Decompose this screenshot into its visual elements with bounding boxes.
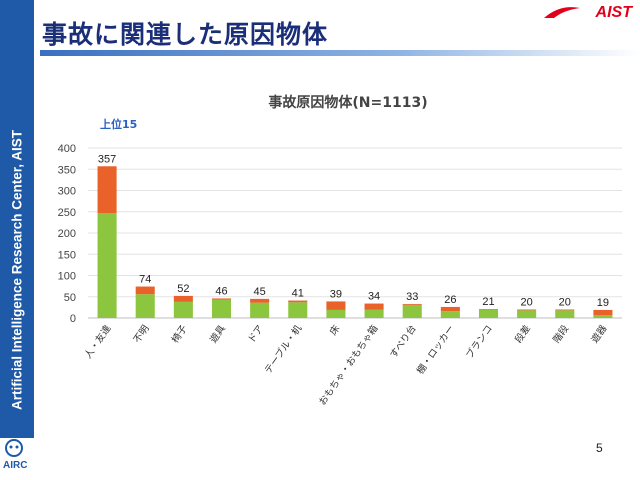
x-tick-label: おもちゃ・おもちゃ箱 [316, 323, 380, 408]
bar-segment-green [555, 310, 575, 318]
y-tick-label: 400 [58, 143, 76, 155]
data-label: 45 [254, 286, 266, 298]
aist-logo [542, 2, 632, 24]
data-label: 21 [482, 296, 494, 308]
x-tick-label: 階段 [551, 322, 572, 345]
x-tick-label: ドア [246, 323, 266, 345]
data-label: 357 [98, 153, 116, 165]
data-label: 34 [368, 291, 380, 303]
bar-segment-orange [250, 298, 270, 303]
y-tick-label: 350 [58, 164, 76, 176]
data-label: 46 [215, 285, 227, 297]
bar-segment-green [135, 294, 155, 318]
bar-segment-orange [364, 303, 384, 310]
page-number: 5 [596, 441, 603, 455]
x-tick-label: すべり台 [387, 323, 418, 360]
y-tick-label: 300 [58, 186, 76, 198]
data-label: 20 [559, 297, 571, 309]
bar-segment-green [250, 302, 270, 318]
bar-segment-green [593, 315, 613, 318]
bar-segment-green [173, 301, 193, 318]
bar-segment-green [364, 309, 384, 318]
title-underline [40, 50, 640, 56]
bar-segment-green [288, 302, 308, 318]
x-tick-label: 床 [327, 322, 343, 337]
bar-segment-orange [326, 301, 346, 310]
data-label: 74 [139, 274, 151, 286]
data-label: 39 [330, 288, 342, 300]
y-tick-label: 250 [58, 207, 76, 219]
bar-segment-green [211, 299, 232, 318]
x-tick-label: 人・友達 [82, 322, 114, 360]
bar-segment-orange [211, 298, 232, 300]
bar-segment-green [440, 311, 460, 318]
airc-logo: AIRC [0, 438, 34, 480]
data-label: 41 [292, 288, 304, 300]
x-tick-label: 遊器 [589, 322, 610, 345]
x-tick-label: テーブル・机 [262, 322, 304, 376]
bar-segment-orange [555, 309, 575, 311]
x-tick-label: 段差 [512, 323, 533, 345]
bar-segment-green [326, 309, 346, 318]
bar-segment-green [97, 213, 117, 318]
y-tick-label: 0 [70, 313, 76, 325]
bar-segment-green [517, 310, 537, 318]
y-tick-label: 50 [64, 292, 76, 304]
bar-segment-orange [440, 306, 460, 312]
x-tick-label: 遊具 [207, 322, 228, 345]
bar-segment-green [402, 304, 422, 318]
data-label: 20 [521, 297, 533, 309]
bar-segment-orange [97, 166, 117, 214]
data-label: 19 [597, 297, 609, 309]
bar-segment-orange [288, 300, 308, 303]
y-tick-label: 100 [58, 271, 76, 283]
top15-label: 上位15 [100, 118, 138, 131]
bar-segment-orange [173, 295, 193, 302]
data-label: 33 [406, 291, 418, 303]
x-tick-label: ブランコ [463, 323, 495, 361]
airc-logo-text: AIRC [3, 460, 28, 471]
slide-title: 事故に関連した原因物体 [42, 20, 329, 49]
bar-segment-orange [517, 309, 537, 311]
aist-swoosh-icon [544, 7, 580, 18]
data-label: 26 [444, 294, 456, 306]
y-tick-label: 200 [58, 228, 76, 240]
bar-segment-orange [135, 286, 155, 295]
sidebar-band: Artificial Intelligence Research Center,… [0, 0, 34, 480]
bar-segment-orange [593, 309, 613, 316]
x-tick-label: 椅子 [169, 322, 190, 345]
y-tick-label: 150 [58, 249, 76, 261]
x-tick-label: 棚・ロッカー [414, 323, 457, 377]
bar-segment-orange [402, 303, 422, 305]
aist-logo-text: AIST [595, 4, 632, 21]
chart-title: 事故原因物体(N=1113) [268, 95, 428, 111]
bar-segment-green [478, 309, 499, 318]
mascot-icon [5, 439, 23, 457]
data-label: 52 [177, 283, 189, 295]
x-tick-label: 不明 [132, 323, 152, 345]
